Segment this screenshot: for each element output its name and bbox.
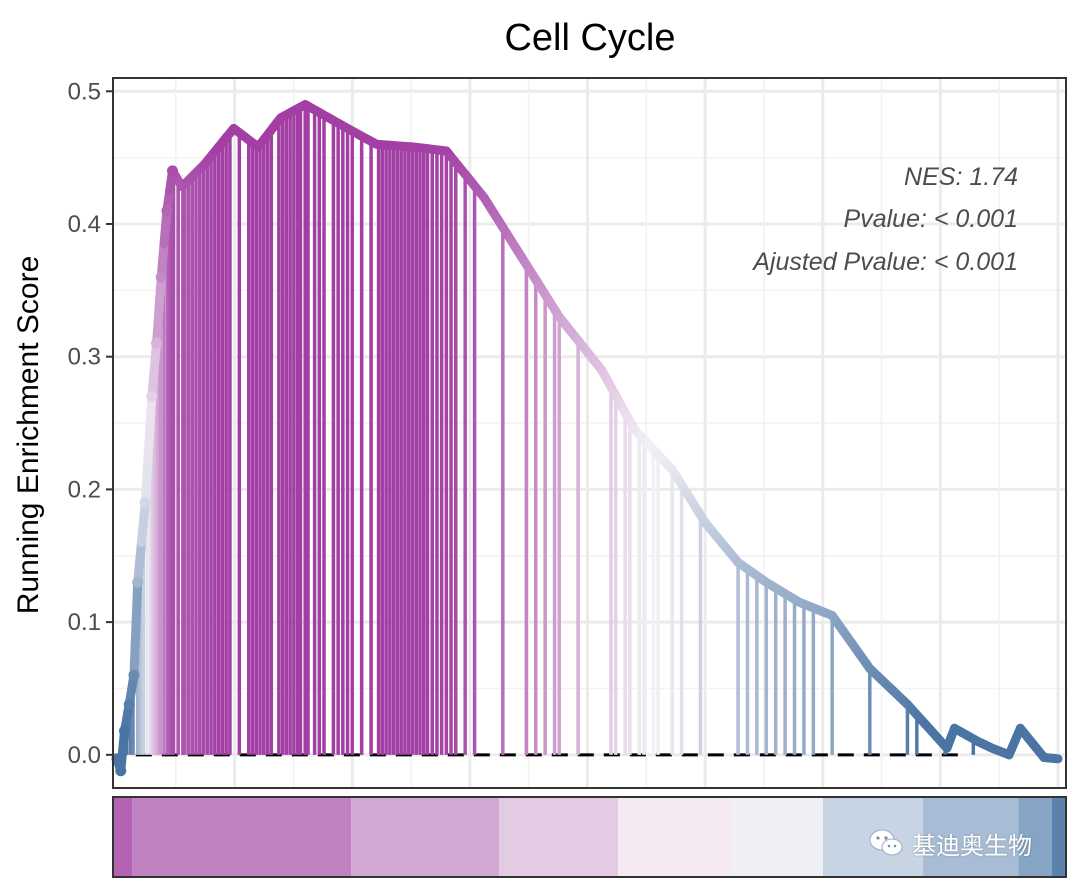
- color-band: [1018, 797, 1052, 877]
- curve-segment: [156, 239, 169, 282]
- curve-segment: [147, 338, 162, 402]
- color-band: [618, 797, 733, 877]
- curve-point: [146, 391, 158, 403]
- y-tick-label: 0.2: [68, 476, 101, 503]
- curve-segment: [133, 537, 146, 587]
- main-panel-border: [112, 77, 1067, 789]
- wechat-icon: [869, 829, 903, 856]
- curve-point: [111, 753, 123, 765]
- curve-point: [167, 165, 179, 177]
- curve-point: [128, 669, 140, 681]
- watermark: 基迪奥生物: [868, 825, 1032, 861]
- curve-point: [155, 271, 167, 283]
- color-band: [923, 797, 1019, 877]
- curve-segment: [136, 498, 150, 547]
- y-tick-label: 0.1: [68, 609, 101, 636]
- curve-point: [139, 497, 151, 509]
- watermark-text: 基迪奥生物: [912, 831, 1032, 860]
- curve-point: [132, 576, 144, 588]
- curve-segment: [116, 726, 130, 776]
- curve-point: [151, 337, 163, 349]
- curve-segment: [144, 392, 157, 455]
- rank-color-bar: [113, 797, 1066, 877]
- adjusted-pvalue-annotation: Ajusted Pvalue: < 0.001: [751, 248, 1018, 276]
- color-band: [1051, 797, 1066, 877]
- nes-annotation: NES: 1.74: [904, 163, 1018, 191]
- y-axis-label: Running Enrichment Score: [12, 256, 45, 615]
- color-band: [498, 797, 619, 877]
- chart-title: Cell Cycle: [504, 17, 675, 59]
- color-band: [351, 797, 499, 877]
- curve-point: [161, 205, 173, 217]
- pvalue-annotation: Pvalue: < 0.001: [844, 205, 1018, 233]
- curve-point: [115, 765, 127, 777]
- curve-point: [123, 698, 135, 710]
- color-band: [732, 797, 823, 877]
- y-tick-label: 0.3: [68, 344, 101, 371]
- curve-segment: [140, 445, 154, 508]
- color-band: [113, 797, 133, 877]
- running-score-curve: [111, 100, 1063, 777]
- y-axis-ticks: 0.0 0.1 0.2 0.3 0.4 0.5: [68, 78, 113, 769]
- y-tick-label: 0.5: [68, 78, 101, 105]
- gene-hit-lines: [117, 104, 976, 765]
- y-tick-label: 0.4: [68, 211, 101, 238]
- curve-segment: [159, 206, 172, 249]
- curve-segment: [129, 577, 143, 680]
- color-bar-border: [112, 796, 1067, 878]
- curve-point: [119, 725, 131, 737]
- y-tick-label: 0.0: [68, 742, 101, 769]
- color-band: [132, 797, 352, 877]
- curve-segment: [152, 272, 166, 348]
